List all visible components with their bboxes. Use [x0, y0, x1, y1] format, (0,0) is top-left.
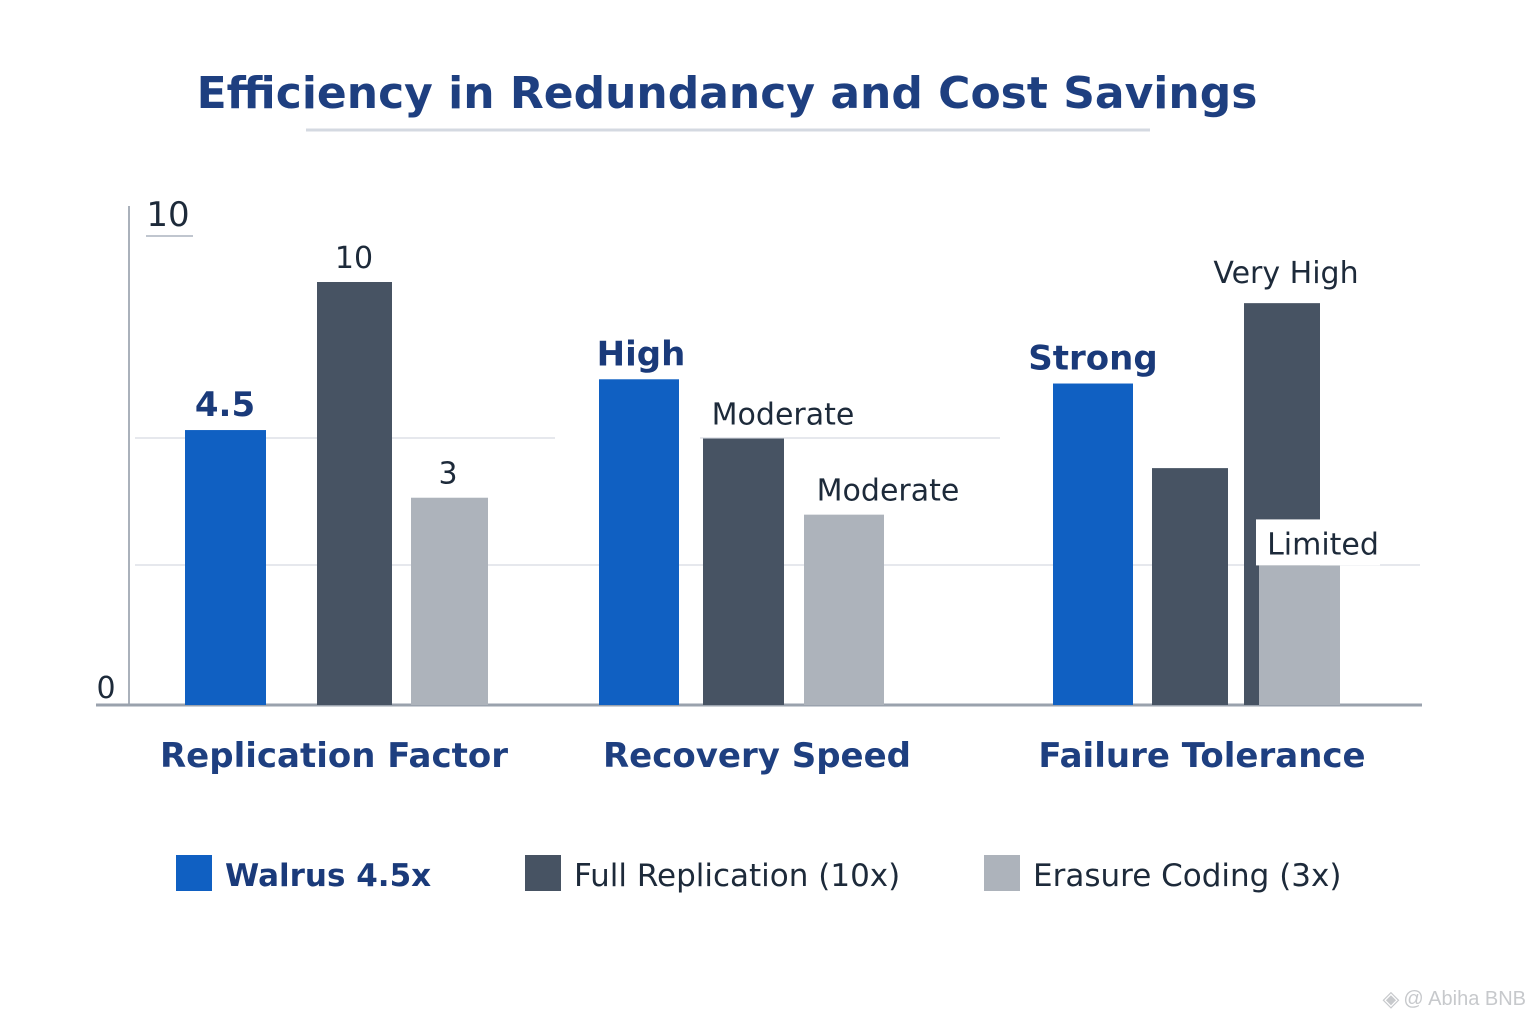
bar-value-label: 4.5	[195, 385, 255, 425]
bar-value-label: Strong	[1028, 339, 1157, 379]
legend-swatch	[176, 855, 212, 891]
bar-value-label: Moderate	[817, 474, 960, 509]
bar	[1259, 565, 1340, 705]
watermark-text: @ Abiha BNB	[1403, 987, 1526, 1010]
diamond-logo-icon: ◈	[1382, 986, 1400, 1011]
bar	[599, 379, 679, 705]
legend-label: Erasure Coding (3x)	[1033, 858, 1341, 894]
legend-swatch	[984, 855, 1020, 891]
x-tick-label: Recovery Speed	[603, 736, 911, 776]
bar-value-label: High	[597, 334, 686, 374]
bar	[804, 514, 884, 705]
bar-value-label: Limited	[1267, 527, 1379, 562]
legend-label: Walrus 4.5x	[225, 858, 431, 894]
watermark: ◈ @ Abiha BNB	[1382, 986, 1526, 1012]
bar-value-label: 3	[438, 457, 457, 492]
x-tick-labels: Replication Factor Recovery Speed Failure …	[160, 736, 1366, 776]
y-tick-label: 10	[146, 195, 189, 235]
legend: Walrus 4.5x Full Replication (10x) Erasure…	[176, 855, 1341, 894]
legend-swatch	[525, 855, 561, 891]
x-tick-label: Failure Tolerance	[1038, 736, 1365, 776]
chart-title: Efficiency in Redundancy and Cost Saving…	[197, 68, 1258, 119]
bar-value-label: Moderate	[712, 398, 855, 433]
bar-value-label: Very High	[1213, 256, 1358, 291]
bar	[1152, 468, 1228, 705]
bar	[703, 438, 784, 705]
bar-value-label: 10	[335, 241, 373, 276]
bar	[1053, 383, 1133, 705]
legend-label: Full Replication (10x)	[574, 858, 900, 894]
bars: Very High 4.5 High Strong 10 Moderate 3 Moderat…	[185, 241, 1380, 705]
y-tick-label: 0	[96, 671, 115, 706]
bar	[317, 282, 392, 705]
x-tick-label: Replication Factor	[160, 736, 508, 776]
bar	[411, 497, 488, 705]
label-backdrop	[1256, 519, 1380, 566]
bar	[185, 430, 266, 705]
